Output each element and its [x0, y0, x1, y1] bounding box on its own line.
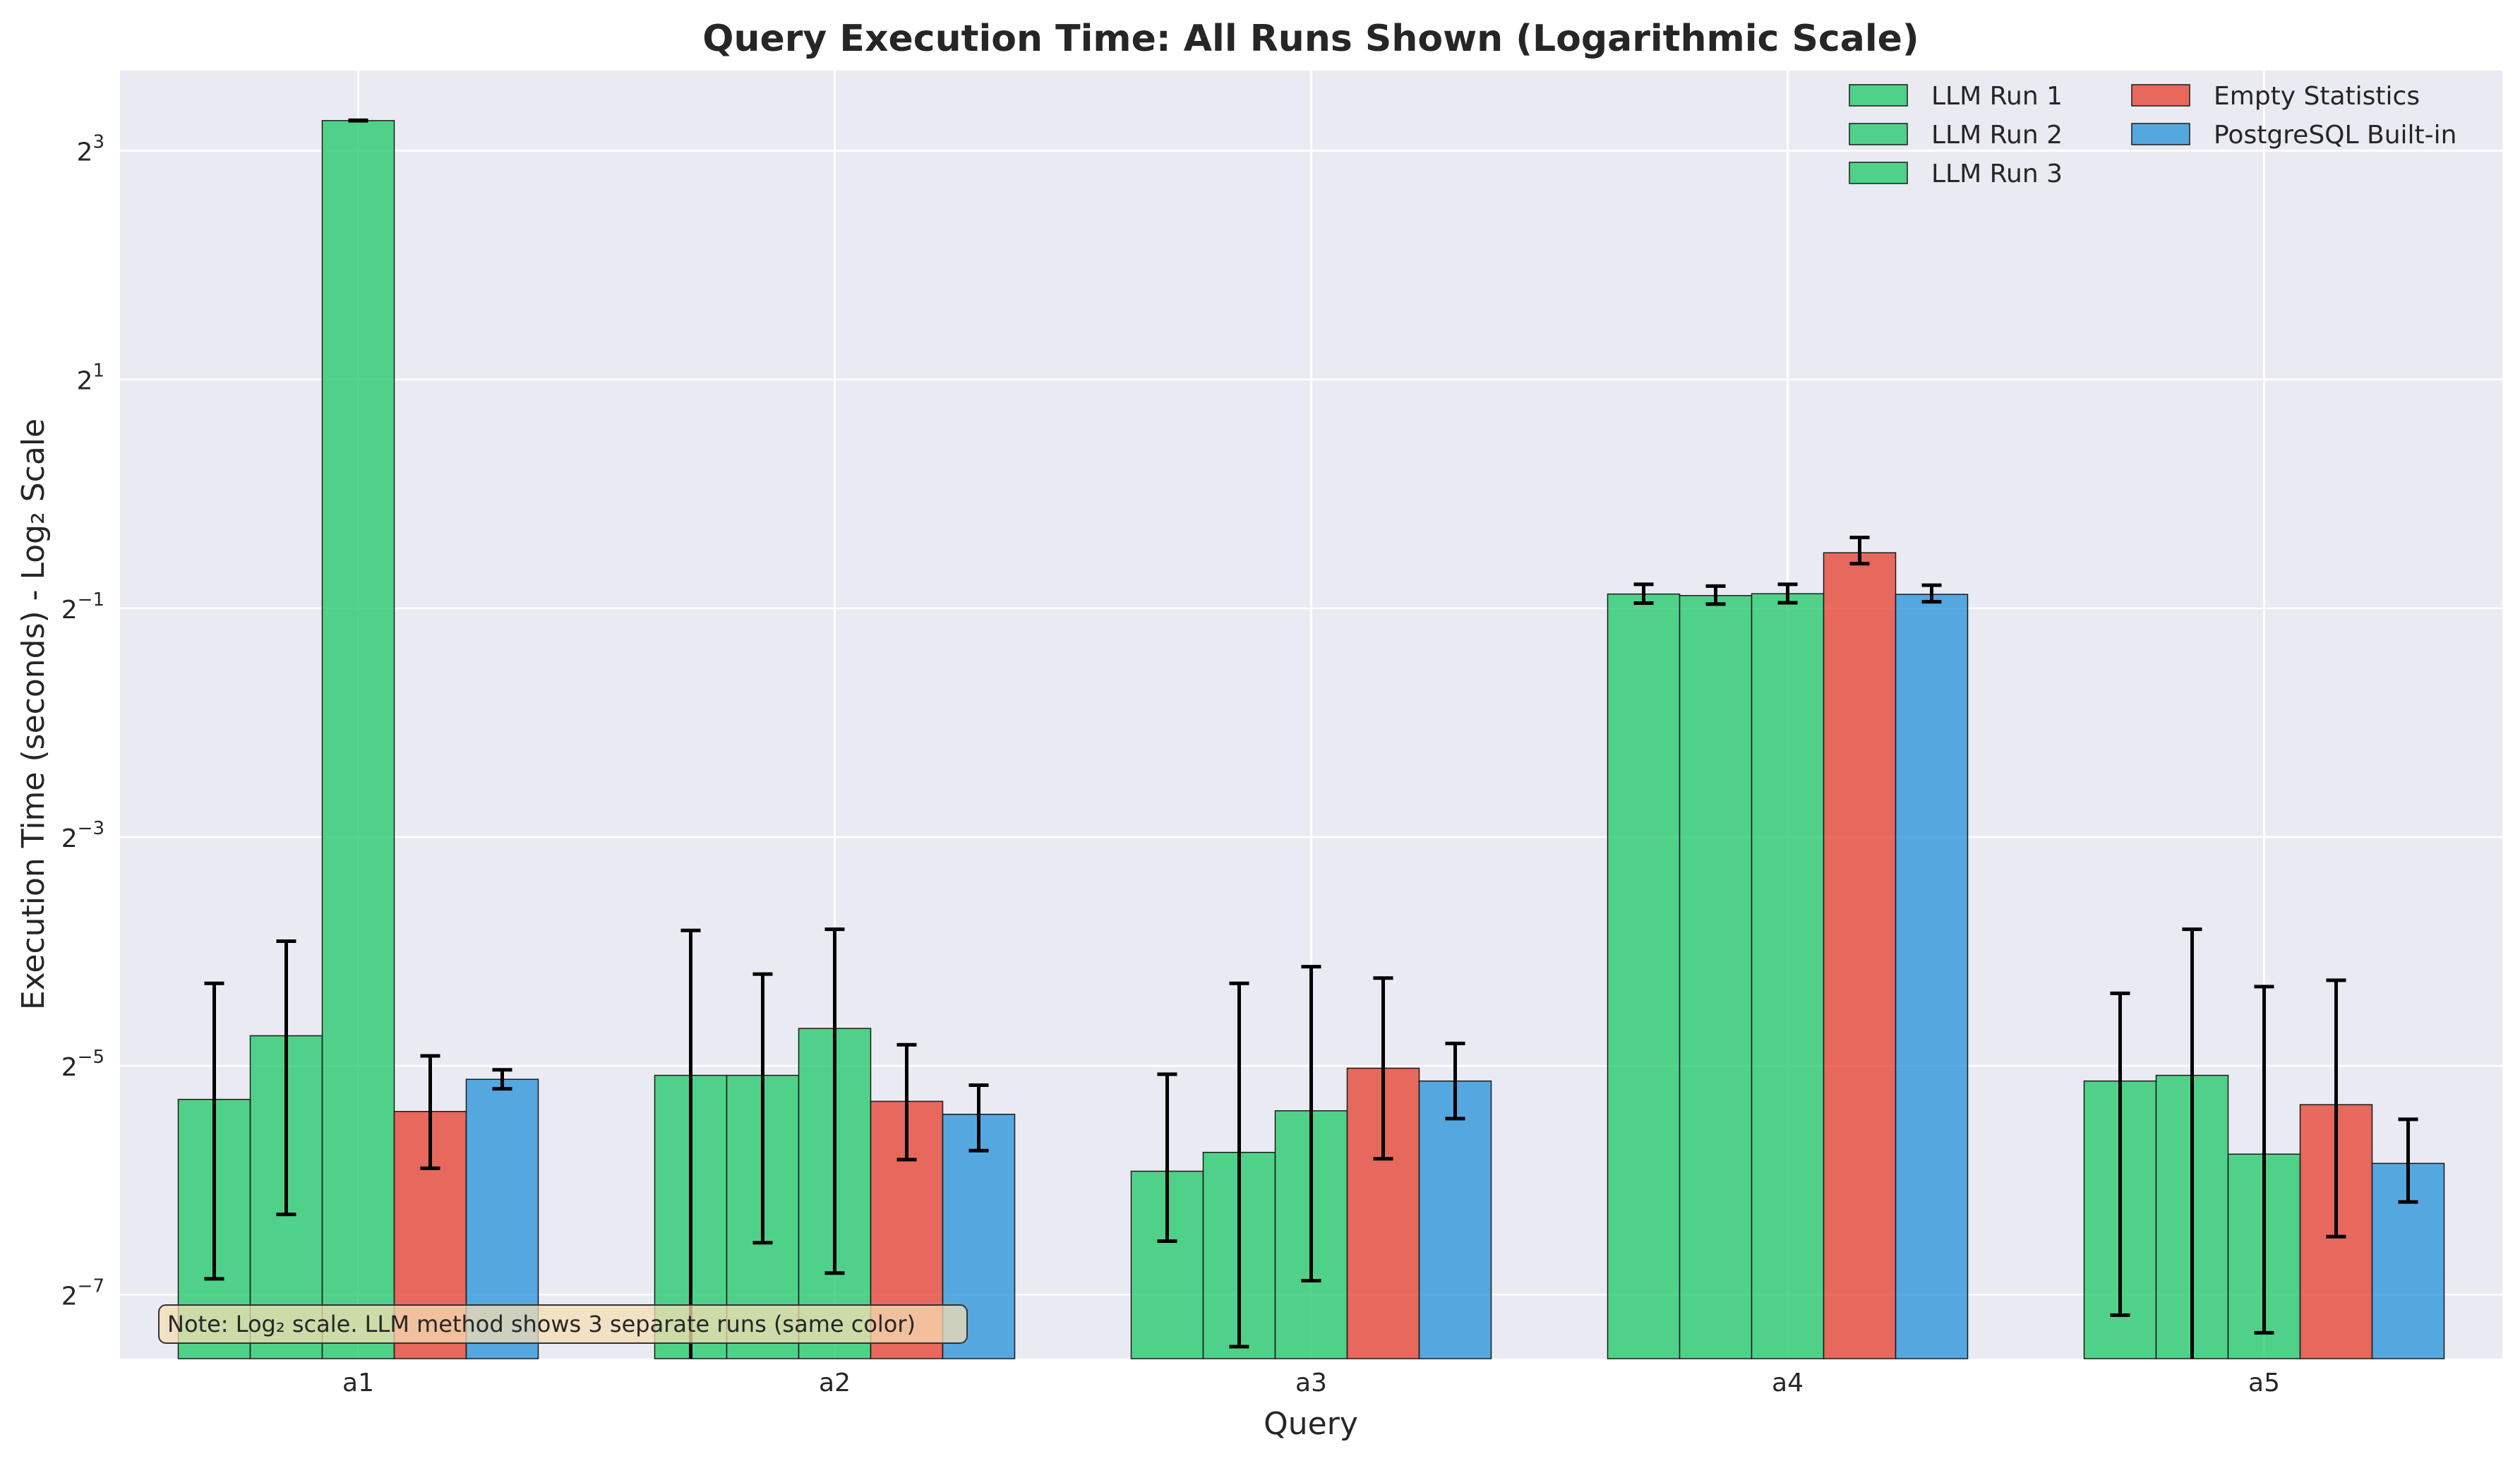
- y-tick-label: 23: [77, 132, 104, 167]
- note-text: Note: Log₂ scale. LLM method shows 3 sep…: [167, 1311, 916, 1337]
- bar-a4-series-5: [1895, 594, 1969, 1359]
- x-axis-ticks: a1 a2 a3 a4 a5: [342, 1369, 2280, 1397]
- y-axis-ticks: 2−7 2−5 2−3 2−1 21 23: [61, 132, 104, 1311]
- bar-a4-series-4: [1823, 552, 1897, 1359]
- y-tick-label: 21: [77, 361, 104, 396]
- x-tick-label-a1: a1: [342, 1369, 374, 1397]
- bar-a1-series-3: [321, 120, 395, 1359]
- y-axis-label: Execution Time (seconds) - Log₂ Scale: [16, 419, 52, 1010]
- x-tick-label-a3: a3: [1295, 1369, 1327, 1397]
- note-box: Note: Log₂ scale. LLM method shows 3 sep…: [158, 1304, 968, 1344]
- y-tick-label: 2−3: [61, 818, 104, 853]
- legend: LLM Run 1 LLM Run 2 LLM Run 3 Empty Statist…: [1849, 82, 2456, 188]
- bar-a4-series-1: [1607, 593, 1681, 1359]
- y-tick-label: 2−1: [61, 589, 104, 625]
- legend-swatch: [1849, 162, 1908, 184]
- x-tick-label-a2: a2: [819, 1369, 851, 1397]
- legend-swatch: [1849, 84, 1908, 107]
- legend-item-2: LLM Run 2: [1849, 121, 2063, 150]
- bar-a4-series-2: [1679, 595, 1753, 1359]
- chart-title: Query Execution Time: All Runs Shown (Lo…: [702, 18, 1919, 60]
- legend-label: LLM Run 1: [1931, 82, 2063, 111]
- legend-label: LLM Run 2: [1931, 121, 2063, 150]
- legend-label: Empty Statistics: [2214, 82, 2420, 111]
- y-tick-label: 2−7: [61, 1275, 104, 1311]
- error-bars: [204, 118, 2418, 1359]
- legend-item-3: LLM Run 3: [1849, 160, 2063, 188]
- x-axis-label: Query: [1264, 1406, 1358, 1442]
- legend-swatch: [2131, 123, 2190, 145]
- legend-item-5: PostgreSQL Built-in: [2131, 121, 2456, 150]
- legend-item-1: LLM Run 1: [1849, 82, 2063, 111]
- legend-item-4: Empty Statistics: [2131, 82, 2420, 111]
- legend-label: PostgreSQL Built-in: [2214, 121, 2456, 150]
- bar-a4-series-3: [1751, 593, 1825, 1359]
- y-tick-label: 2−5: [61, 1047, 104, 1082]
- bar-a3-series-5: [1418, 1080, 1492, 1359]
- legend-swatch: [2131, 84, 2190, 107]
- legend-label: LLM Run 3: [1931, 160, 2063, 188]
- x-tick-label-a5: a5: [2248, 1369, 2280, 1397]
- x-tick-label-a4: a4: [1772, 1369, 1804, 1397]
- legend-swatch: [1849, 123, 1908, 145]
